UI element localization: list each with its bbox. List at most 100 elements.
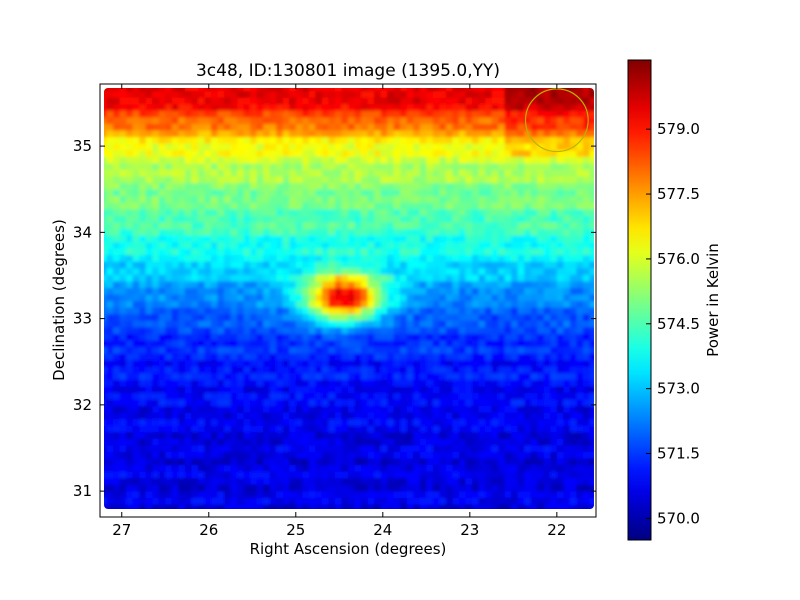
heatmap-cell — [302, 188, 310, 197]
heatmap-cell — [243, 280, 251, 288]
heatmap-cell — [119, 346, 127, 354]
heatmap-cell — [563, 359, 571, 367]
heatmap-cell — [556, 136, 564, 144]
heatmap-cell — [289, 129, 297, 138]
heatmap-cell — [315, 352, 323, 361]
heatmap-cell — [178, 451, 186, 459]
heatmap-cell — [250, 352, 258, 361]
heatmap-cell — [582, 307, 591, 315]
heatmap-cell — [491, 431, 499, 439]
heatmap-cell — [361, 457, 369, 466]
heatmap-cell — [387, 379, 395, 387]
heatmap-cell — [458, 267, 467, 275]
heatmap-cell — [393, 110, 401, 118]
heatmap-cell — [119, 280, 127, 288]
heatmap-cell — [348, 293, 356, 302]
heatmap-cell — [543, 116, 551, 124]
heatmap-cell — [537, 175, 545, 184]
heatmap-cell — [191, 182, 199, 190]
heatmap-cell — [328, 313, 336, 321]
heatmap-cell — [458, 208, 467, 216]
heatmap-cell — [582, 490, 591, 498]
heatmap-cell — [184, 484, 192, 492]
heatmap-cell — [432, 392, 440, 400]
heatmap-cell — [393, 333, 401, 341]
heatmap-cell — [106, 451, 114, 459]
heatmap-cell — [348, 149, 356, 157]
heatmap-cell — [511, 182, 519, 190]
heatmap-cell — [250, 241, 258, 249]
heatmap-cell — [380, 156, 388, 164]
heatmap-cell — [334, 208, 343, 216]
heatmap-cell — [452, 457, 460, 466]
heatmap-cell — [191, 254, 199, 262]
heatmap-cell — [426, 175, 434, 184]
heatmap-cell — [406, 326, 414, 334]
heatmap-cell — [400, 97, 408, 105]
heatmap-cell — [380, 234, 388, 243]
heatmap-cell — [569, 241, 578, 249]
heatmap-cell — [224, 162, 232, 170]
heatmap-cell — [139, 490, 147, 498]
heatmap-cell — [478, 143, 486, 151]
heatmap-cell — [413, 254, 421, 262]
heatmap-cell — [491, 129, 499, 138]
heatmap-cell — [204, 366, 212, 374]
heatmap-cell — [361, 221, 369, 229]
heatmap-cell — [308, 136, 316, 144]
heatmap-cell — [563, 497, 571, 505]
heatmap-cell — [276, 405, 284, 413]
heatmap-cell — [334, 431, 343, 439]
heatmap-cell — [165, 169, 173, 177]
heatmap-cell — [537, 261, 545, 269]
heatmap-cell — [197, 366, 206, 374]
heatmap-cell — [165, 307, 173, 315]
heatmap-cell — [439, 313, 447, 321]
heatmap-cell — [458, 202, 467, 210]
heatmap-cell — [184, 385, 192, 393]
heatmap-cell — [171, 261, 179, 269]
heatmap-cell — [354, 267, 362, 275]
heatmap-cell — [328, 490, 336, 498]
heatmap-cell — [334, 202, 343, 210]
heatmap-cell — [485, 116, 493, 124]
heatmap-cell — [374, 425, 382, 433]
heatmap-cell — [184, 333, 192, 341]
heatmap-cell — [230, 313, 238, 321]
heatmap-cell — [282, 392, 290, 400]
heatmap-cell — [289, 438, 297, 446]
heatmap-cell — [171, 136, 179, 144]
heatmap-cell — [472, 451, 480, 459]
heatmap-image — [104, 88, 594, 509]
heatmap-cell — [485, 385, 493, 393]
heatmap-cell — [250, 221, 258, 229]
heatmap-cell — [517, 254, 525, 262]
heatmap-cell — [341, 359, 349, 367]
heatmap-cell — [256, 169, 264, 177]
heatmap-cell — [302, 175, 310, 184]
heatmap-cell — [204, 234, 212, 243]
heatmap-cell — [556, 412, 564, 420]
heatmap-cell — [139, 444, 147, 452]
heatmap-cell — [569, 202, 578, 210]
heatmap-cell — [550, 280, 558, 288]
heatmap-cell — [589, 471, 594, 479]
heatmap-cell — [380, 241, 388, 249]
heatmap-cell — [537, 300, 545, 308]
heatmap-cell — [432, 320, 440, 328]
heatmap-cell — [556, 477, 564, 485]
heatmap-cell — [269, 320, 277, 328]
heatmap-cell — [530, 490, 538, 498]
heatmap-cell — [543, 497, 551, 505]
heatmap-cell — [498, 471, 506, 479]
heatmap-cell — [334, 175, 343, 184]
heatmap-cell — [419, 444, 427, 452]
heatmap-cell — [413, 123, 421, 131]
heatmap-cell — [419, 228, 427, 236]
heatmap-cell — [282, 484, 290, 492]
heatmap-cell — [478, 169, 486, 177]
heatmap-cell — [465, 241, 473, 249]
heatmap-cell — [576, 195, 584, 203]
heatmap-cell — [589, 215, 594, 223]
heatmap-cell — [354, 471, 362, 479]
